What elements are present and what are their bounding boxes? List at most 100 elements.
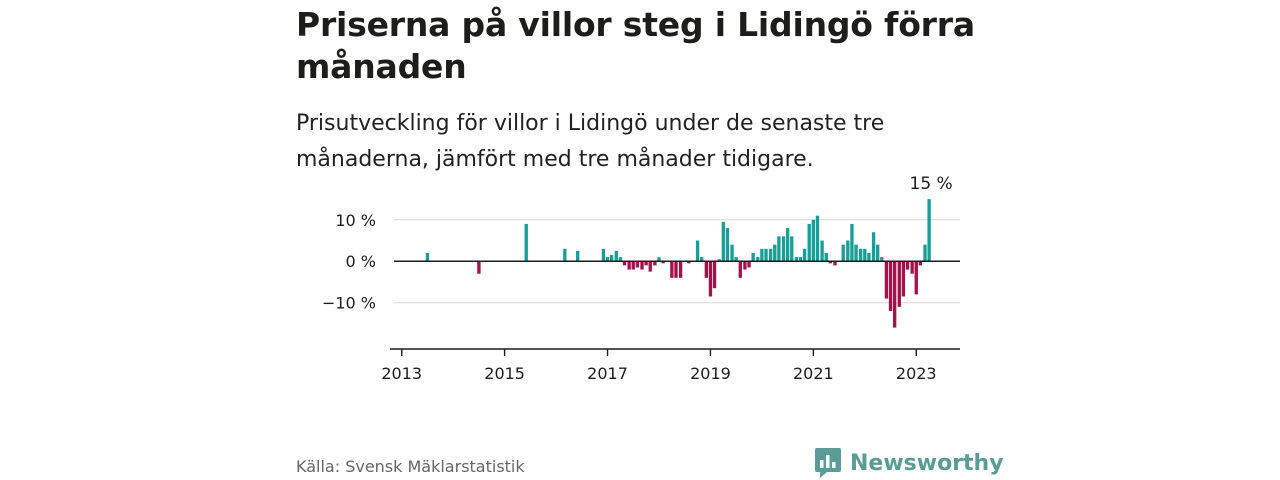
- bar: [670, 261, 674, 278]
- bar: [811, 219, 816, 262]
- bar: [725, 228, 730, 262]
- bar: [910, 261, 914, 274]
- bar: [618, 257, 623, 262]
- bar: [897, 261, 901, 307]
- bar: [563, 248, 567, 262]
- bar: [747, 261, 751, 268]
- bar: [609, 255, 614, 262]
- bar: [828, 261, 833, 264]
- bar: [601, 248, 606, 262]
- y-tick-label: −10 %: [322, 294, 376, 313]
- bar: [901, 261, 906, 297]
- bar: [905, 261, 910, 270]
- bar: [863, 248, 867, 262]
- bar: [802, 248, 807, 262]
- bar-chart: 10 % 0 % −10 % 2013 2015 2017 2019 2021 2023 15 %: [322, 174, 960, 383]
- bar: [892, 261, 897, 328]
- bar: [738, 261, 742, 278]
- bar: [605, 257, 610, 262]
- bar: [653, 261, 657, 266]
- y-tick-label: 0 %: [346, 252, 376, 271]
- bar: [756, 257, 760, 262]
- bar: [622, 261, 627, 266]
- chart-title: Priserna på villor steg i Lidingö förra …: [296, 5, 975, 86]
- bar: [425, 252, 430, 262]
- bar: [927, 199, 931, 262]
- bar-chart-speech-bubble-icon: [815, 448, 841, 478]
- bar: [854, 244, 858, 262]
- source-note: Källa: Svensk Mäklarstatistik: [296, 457, 525, 476]
- bar: [914, 261, 918, 295]
- x-tick-label: 2023: [896, 364, 937, 383]
- y-tick-label: 10 %: [335, 211, 376, 230]
- x-tick-label: 2013: [381, 364, 422, 383]
- bar: [824, 252, 828, 262]
- bar: [790, 236, 794, 262]
- bar: [764, 248, 768, 262]
- bar: [859, 248, 863, 262]
- bar: [820, 240, 824, 262]
- bar: [712, 261, 717, 289]
- x-tick-label: 2019: [690, 364, 731, 383]
- grid-lines: [394, 219, 960, 304]
- bar: [850, 223, 854, 262]
- bar: [717, 259, 721, 262]
- bar: [867, 252, 871, 262]
- axes: [390, 260, 960, 356]
- bar: [704, 261, 709, 278]
- bar: [880, 257, 884, 262]
- bar: [846, 240, 850, 262]
- bar: [678, 261, 683, 278]
- x-tick-label: 2021: [793, 364, 834, 383]
- bar: [923, 244, 927, 262]
- bar: [743, 261, 747, 270]
- bar: [888, 261, 893, 311]
- bar: [760, 248, 764, 262]
- x-tick-label: 2015: [484, 364, 525, 383]
- bar: [773, 244, 777, 262]
- bar: [576, 250, 580, 262]
- bar: [918, 261, 923, 266]
- bar: [833, 261, 837, 266]
- bar: [781, 236, 786, 262]
- bar: [614, 250, 618, 262]
- brand-logo[interactable]: Newsworthy: [814, 446, 1004, 480]
- annotation-label: 15 %: [910, 174, 953, 194]
- bar: [627, 261, 631, 270]
- x-tick-label: 2017: [587, 364, 628, 383]
- brand-name: Newsworthy: [850, 450, 1004, 476]
- bar: [524, 223, 528, 262]
- bar: [794, 257, 799, 262]
- chart-subtitle: Prisutveckling för villor i Lidingö unde…: [296, 111, 885, 172]
- bar: [871, 232, 876, 262]
- bar: [777, 236, 781, 262]
- bar: [635, 261, 640, 268]
- tick-labels: 10 % 0 % −10 % 2013 2015 2017 2019 2021 2023 15 %: [322, 174, 953, 383]
- bar: [700, 257, 704, 262]
- bar: [661, 261, 665, 264]
- chart-card: Priserna på villor steg i Lidingö förra …: [296, 0, 1004, 480]
- bar: [876, 244, 880, 262]
- bar: [708, 261, 713, 297]
- bar: [841, 244, 845, 262]
- bar: [687, 261, 691, 264]
- bar: [798, 257, 803, 262]
- bar: [644, 261, 648, 266]
- bar: [815, 215, 820, 262]
- bars: [425, 199, 931, 328]
- bar: [884, 261, 889, 299]
- bar: [721, 221, 725, 262]
- bar: [631, 261, 635, 270]
- bar: [785, 228, 790, 262]
- bar: [674, 261, 678, 278]
- bar: [730, 244, 734, 262]
- bar: [657, 257, 661, 262]
- bar: [768, 248, 773, 262]
- bar: [751, 252, 755, 262]
- bar: [477, 261, 481, 274]
- bar: [695, 240, 700, 262]
- bar: [640, 261, 644, 270]
- bar: [807, 223, 811, 262]
- bar: [734, 257, 738, 262]
- bar: [648, 261, 652, 272]
